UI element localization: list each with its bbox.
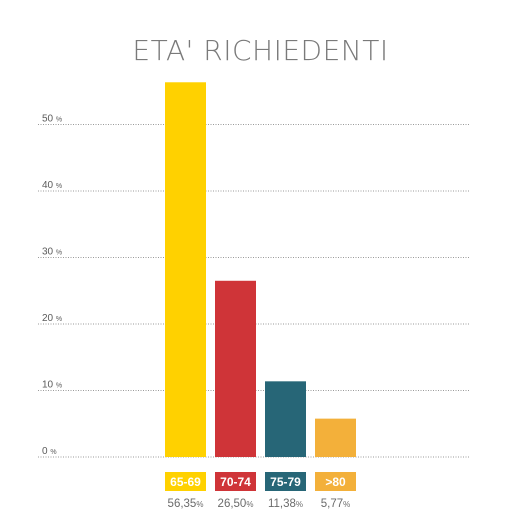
chart-title: ETA' RICHIEDENTI [132,34,389,67]
bar-70-74 [215,280,256,457]
y-tick-label-50: 50 % [42,114,62,125]
y-tick-label-10: 10 % [42,380,62,391]
y-tick-label-30: 30 % [42,247,62,258]
bar->80 [315,418,356,457]
value-label->80: 5,77% [321,498,351,510]
category-label-65-69: 65-69 [170,475,201,489]
y-tick-label-20: 20 % [42,313,62,324]
bar-75-79 [265,381,306,457]
category-label-75-79: 75-79 [270,475,301,489]
category-badge->80 [315,472,356,491]
y-tick-label-40: 40 % [42,180,62,191]
y-axis-ticks: 0 % 10 % 20 % 30 % 40 % 50 % [42,114,62,458]
bar-65-69 [165,82,206,458]
category-label-70-74: 70-74 [220,475,251,489]
category-badge-65-69 [165,472,206,491]
y-tick-label-0: 0 % [42,446,57,457]
category-labels: 65-69 56,35% 70-74 26,50% 75-79 11,38% >80 5,77… [165,472,356,510]
value-label-75-79: 11,38% [268,498,303,510]
category-badge-75-79 [265,472,306,491]
category-label->80: >80 [325,475,346,489]
value-label-70-74: 26,50% [218,498,254,510]
bars [165,82,356,458]
category-badge-70-74 [215,472,256,491]
value-label-65-69: 56,35% [168,498,204,510]
